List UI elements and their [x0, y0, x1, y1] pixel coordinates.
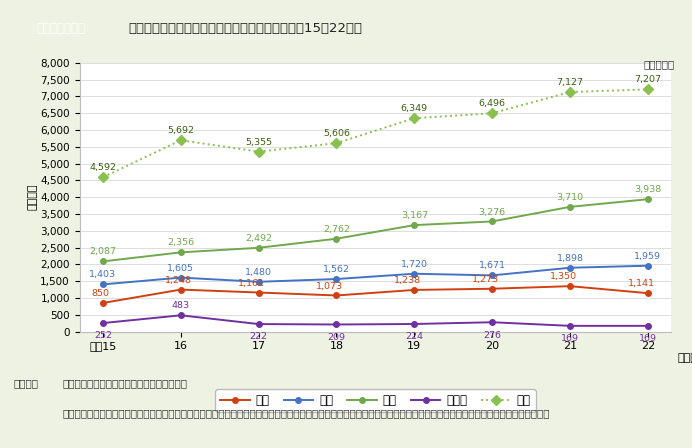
救助 [255, 279, 263, 284]
合計 [176, 138, 185, 143]
救急 [332, 236, 340, 241]
合計 [488, 111, 496, 116]
その他 [566, 323, 574, 328]
Text: （備考）: （備考） [14, 379, 39, 388]
Text: 222: 222 [250, 332, 268, 341]
Text: （各年中）: （各年中） [644, 59, 675, 69]
Text: 1,073: 1,073 [316, 281, 343, 290]
その他 [488, 319, 496, 325]
Text: 252: 252 [94, 332, 112, 340]
Text: 3,167: 3,167 [401, 211, 428, 220]
Text: 209: 209 [327, 333, 345, 342]
Text: 7,127: 7,127 [556, 78, 583, 87]
Text: 169: 169 [639, 334, 657, 343]
Text: 6,349: 6,349 [401, 104, 428, 113]
火災 [176, 287, 185, 292]
火災 [332, 293, 340, 298]
その他 [255, 321, 263, 327]
Text: 2,762: 2,762 [323, 225, 350, 234]
合計 [410, 116, 419, 121]
Text: 483: 483 [172, 302, 190, 310]
Text: 5,355: 5,355 [245, 138, 272, 146]
Text: 1,898: 1,898 [556, 254, 583, 263]
その他 [410, 321, 419, 327]
Text: （年）: （年） [677, 353, 692, 363]
Text: 1,959: 1,959 [635, 252, 662, 261]
その他 [644, 323, 652, 328]
Line: 合計: 合計 [100, 86, 651, 181]
Text: 1,350: 1,350 [549, 272, 576, 281]
火災 [644, 290, 652, 296]
Text: 1,562: 1,562 [323, 265, 350, 274]
Text: 1,141: 1,141 [628, 279, 655, 288]
火災 [255, 290, 263, 295]
Text: 1,161: 1,161 [238, 279, 265, 288]
合計 [566, 89, 574, 95]
合計 [644, 86, 652, 92]
救急 [488, 219, 496, 224]
Text: 2,087: 2,087 [89, 247, 116, 256]
Legend: 火災, 救助, 救急, その他, 合計: 火災, 救助, 救急, その他, 合計 [215, 389, 536, 412]
Text: 1,273: 1,273 [472, 275, 499, 284]
火災 [99, 300, 107, 306]
Text: 1,671: 1,671 [479, 262, 506, 271]
Text: 4,592: 4,592 [89, 163, 116, 172]
火災 [488, 286, 496, 292]
Text: 1,403: 1,403 [89, 271, 116, 280]
Text: 1,238: 1,238 [394, 276, 421, 285]
Line: その他: その他 [100, 313, 650, 329]
救急 [176, 250, 185, 255]
その他 [176, 313, 185, 318]
Text: 5,692: 5,692 [167, 126, 194, 135]
Line: 救助: 救助 [100, 263, 650, 287]
Text: 第２－６－２図: 第２－６－２図 [36, 22, 85, 34]
Text: 224: 224 [406, 332, 424, 341]
Text: 2,356: 2,356 [167, 238, 194, 247]
救急 [410, 222, 419, 228]
Text: 5,606: 5,606 [323, 129, 350, 138]
Y-axis label: （件数）: （件数） [28, 184, 37, 211]
Text: 276: 276 [483, 331, 501, 340]
Text: １　「消防防災・震災対策等現況調査」より: １ 「消防防災・震災対策等現況調査」より [62, 379, 188, 388]
救急 [566, 204, 574, 210]
Text: 850: 850 [91, 289, 109, 298]
その他 [99, 320, 107, 326]
Text: 2,492: 2,492 [245, 234, 272, 243]
火災 [410, 287, 419, 293]
救助 [410, 271, 419, 276]
救助 [332, 276, 340, 282]
救急 [644, 197, 652, 202]
救急 [99, 258, 107, 264]
Text: 3,710: 3,710 [556, 193, 583, 202]
合計 [255, 149, 263, 154]
救助 [566, 265, 574, 271]
合計 [99, 175, 107, 180]
救急 [255, 245, 263, 250]
Text: ２　「その他」とは、地震、風水害、大規模事故等における警戒、指揮支援、情報収集等の調査活動並びに資機材及び人員搬送等、火災、救助、救急出動以外の出動をいう。: ２ 「その他」とは、地震、風水害、大規模事故等における警戒、指揮支援、情報収集等… [62, 408, 549, 418]
火災 [566, 284, 574, 289]
Text: 6,496: 6,496 [479, 99, 506, 108]
救助 [176, 275, 185, 280]
Text: 1,605: 1,605 [167, 263, 194, 273]
Text: 1,248: 1,248 [165, 276, 192, 284]
Text: 1,720: 1,720 [401, 260, 428, 269]
Text: 169: 169 [561, 334, 579, 343]
Text: 3,938: 3,938 [635, 185, 662, 194]
その他 [332, 322, 340, 327]
合計 [332, 141, 340, 146]
救助 [99, 282, 107, 287]
Line: 火災: 火災 [100, 284, 650, 306]
Line: 救急: 救急 [100, 196, 650, 264]
Text: 消防防災ヘリコプターによる災害活動状況（平成15〜22年）: 消防防災ヘリコプターによる災害活動状況（平成15〜22年） [128, 22, 362, 34]
Text: 1,480: 1,480 [245, 268, 272, 277]
Text: 3,276: 3,276 [479, 207, 506, 216]
救助 [488, 273, 496, 278]
救助 [644, 263, 652, 268]
Text: 7,207: 7,207 [635, 75, 662, 84]
